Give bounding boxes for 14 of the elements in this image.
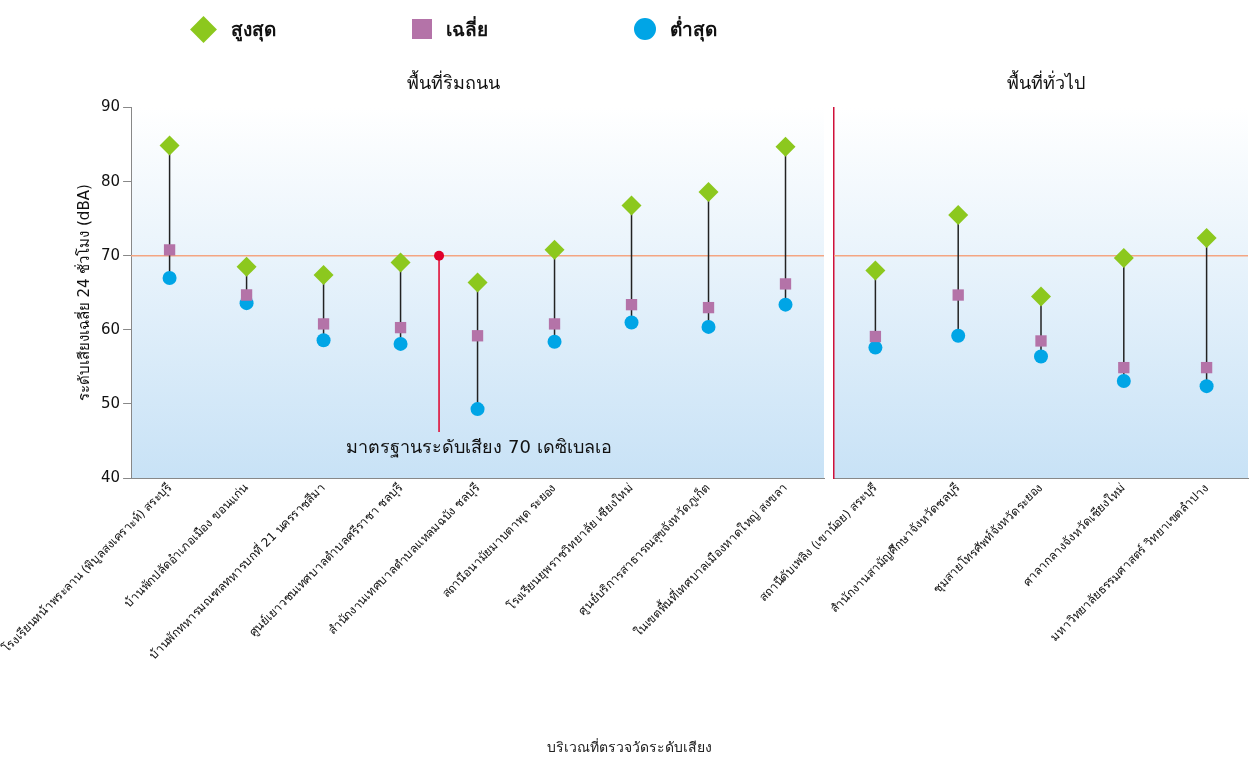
y-tick-label: 90 bbox=[100, 97, 121, 116]
y-tick-label: 50 bbox=[100, 393, 121, 412]
y-tick-label: 70 bbox=[100, 245, 121, 264]
y-tick-label: 40 bbox=[100, 467, 121, 486]
chart-title: พื้นที่ทั่วไป bbox=[1007, 70, 1085, 94]
legend-label: เฉลี่ย bbox=[446, 15, 488, 42]
y-tick-label: 80 bbox=[100, 171, 121, 190]
x-axis-title: บริเวณที่ตรวจวัดระดับเสียง bbox=[545, 737, 713, 757]
y-tick-label: 60 bbox=[100, 319, 121, 338]
ref-line-label: มาตรฐานระดับเสียง 70 เดซิเบลเอ bbox=[346, 435, 612, 458]
chart-title: พื้นที่ริมถนน bbox=[406, 70, 500, 94]
legend-label: ต่ำสุด bbox=[670, 15, 717, 44]
legend-label: สูงสุด bbox=[231, 17, 276, 44]
y-axis-title: ระดับเสียงเฉลี่ย 24 ชั่วโมง (dBA) bbox=[72, 184, 93, 402]
